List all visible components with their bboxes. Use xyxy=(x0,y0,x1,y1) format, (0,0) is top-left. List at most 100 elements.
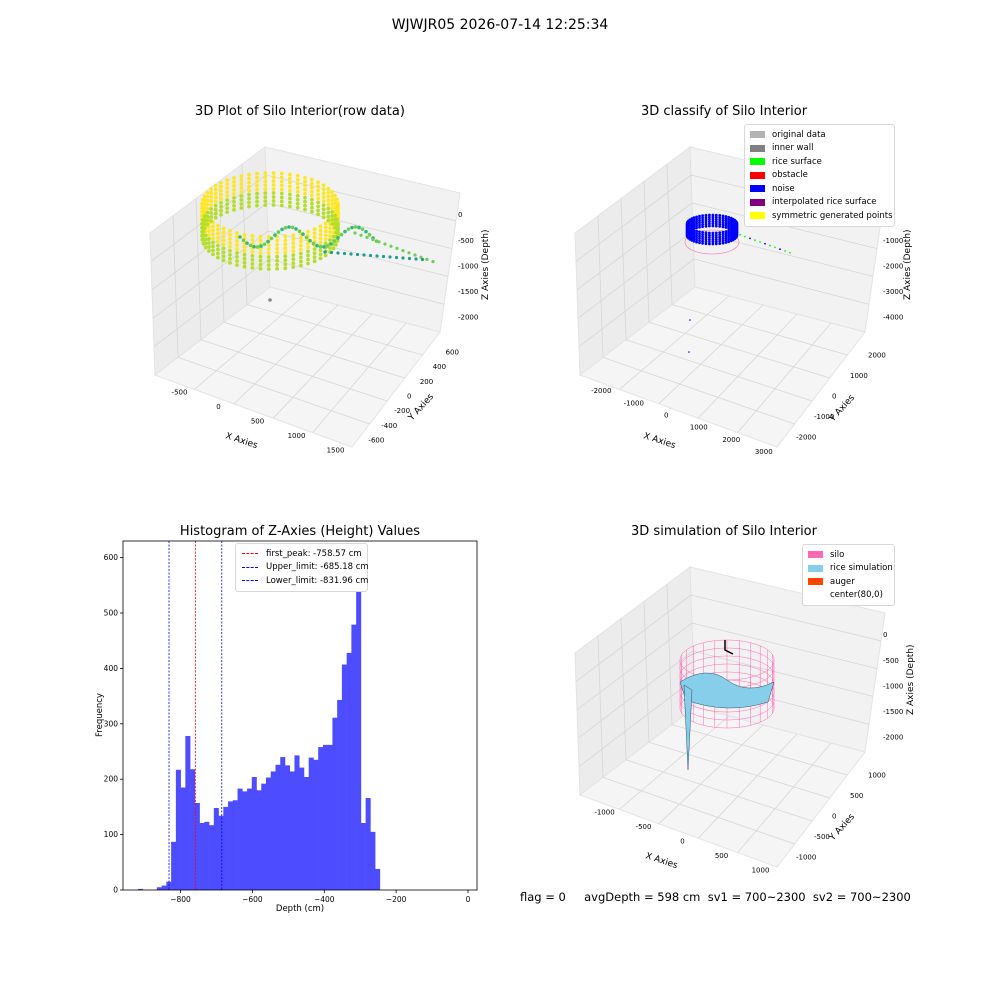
legend-label: silo xyxy=(830,549,845,560)
noise-point xyxy=(721,235,725,238)
z-tick-label: -1500 xyxy=(458,288,478,296)
plot4-zlabel: Z Axies (Depth) xyxy=(906,644,916,715)
scatter-point xyxy=(221,258,226,263)
legend-label: rice simulation xyxy=(830,563,893,574)
scatter-point xyxy=(283,254,288,259)
grid-line xyxy=(737,322,832,433)
scatter-point xyxy=(235,239,239,243)
scatter-point xyxy=(211,236,215,241)
noise-point xyxy=(704,213,708,217)
noise-point xyxy=(692,239,696,243)
noise-point xyxy=(698,232,701,236)
scatter-point xyxy=(353,231,357,235)
histogram-bar xyxy=(341,664,347,890)
scatter-point xyxy=(316,184,320,189)
scatter-point xyxy=(250,238,255,242)
x-tick-label: 1000 xyxy=(288,432,306,440)
grid-line xyxy=(737,742,832,853)
scatter-point xyxy=(216,227,220,232)
scatter-point xyxy=(275,246,279,251)
scatter-point xyxy=(205,198,210,203)
grid-line xyxy=(691,622,878,669)
scatter-point xyxy=(316,212,320,217)
scatter-point xyxy=(343,229,347,234)
scatter-point xyxy=(321,199,326,204)
plot1-title: 3D Plot of Silo Interior(row data) xyxy=(195,104,405,119)
scatter-point xyxy=(333,221,337,226)
y-tick-label: -200 xyxy=(394,407,410,415)
scatter-point xyxy=(209,211,213,215)
scatter-point xyxy=(211,248,215,253)
scatter-point xyxy=(316,188,320,193)
scatter-point xyxy=(328,226,332,230)
scatter-point xyxy=(225,198,230,202)
y-tick-label: 0 xyxy=(832,813,836,821)
noise-point xyxy=(701,214,704,218)
noise-point xyxy=(698,223,701,227)
grid-line xyxy=(200,339,388,402)
scatter-point xyxy=(328,238,332,242)
legend-swatch xyxy=(808,564,823,572)
scatter-point xyxy=(318,232,323,237)
scatter-point xyxy=(250,250,255,254)
noise-point xyxy=(724,241,728,244)
plot1-scatter-points xyxy=(200,171,435,302)
scatter-point xyxy=(225,194,230,198)
noise-point xyxy=(718,214,722,217)
y-tick-label: 0 xyxy=(113,886,118,895)
grid-line xyxy=(272,313,373,419)
noise-point xyxy=(701,233,704,236)
histogram-bar xyxy=(332,717,338,890)
noise-point xyxy=(690,228,694,232)
noise-point xyxy=(698,239,701,242)
scatter-point xyxy=(205,206,210,211)
grid-line xyxy=(597,635,604,778)
scatter-point xyxy=(315,243,319,248)
x-tick-label: 0 xyxy=(680,838,684,846)
scatter-point xyxy=(329,250,334,255)
z-tick-label: -2000 xyxy=(883,262,903,270)
scatter-point xyxy=(291,249,296,253)
noise-point xyxy=(718,222,722,226)
scatter-point xyxy=(209,215,213,219)
noise-point xyxy=(704,242,708,246)
scatter-point xyxy=(318,224,323,229)
noise-point xyxy=(711,242,715,246)
plot4-3d-axes: -1000 -500 0 500 1000 -1000 -500 0 500 1000 0 -500 -… xyxy=(574,566,916,875)
scatter-point xyxy=(318,228,323,233)
noise-point xyxy=(690,217,694,221)
plot1-xlabel: X Axies xyxy=(224,431,259,451)
z-tick-label: -1000 xyxy=(883,237,903,245)
scatter-point xyxy=(330,218,334,222)
scatter-point xyxy=(269,236,274,241)
plot4-panes xyxy=(574,566,886,868)
histogram-bar xyxy=(175,769,181,890)
noise-point xyxy=(698,217,701,220)
legend-entry: obstacle xyxy=(750,169,889,183)
scatter-point xyxy=(250,258,255,262)
scatter-point xyxy=(239,182,244,186)
scatter-point xyxy=(216,251,220,256)
scatter-point xyxy=(295,193,300,198)
scatter-point xyxy=(312,259,317,264)
grid-line xyxy=(625,759,813,822)
scatter-point xyxy=(266,259,271,263)
grid-line xyxy=(602,777,795,845)
z-tick-label: -1000 xyxy=(883,682,903,690)
histogram-bar xyxy=(360,822,366,890)
noise-point xyxy=(704,233,708,237)
scatter-point xyxy=(368,253,373,258)
scatter-point xyxy=(294,227,298,231)
scatter-point xyxy=(219,180,223,185)
scatter-point xyxy=(288,204,292,209)
scatter-point xyxy=(283,246,288,251)
scatter-point xyxy=(316,200,320,205)
noise-point xyxy=(714,231,718,235)
noise-point xyxy=(714,242,718,246)
scatter-point xyxy=(219,196,223,201)
noise-point xyxy=(721,225,725,229)
x-tick-label: −600 xyxy=(242,895,263,904)
scatter-point xyxy=(306,229,310,234)
scatter-point xyxy=(301,232,305,237)
scatter-point xyxy=(242,256,247,261)
